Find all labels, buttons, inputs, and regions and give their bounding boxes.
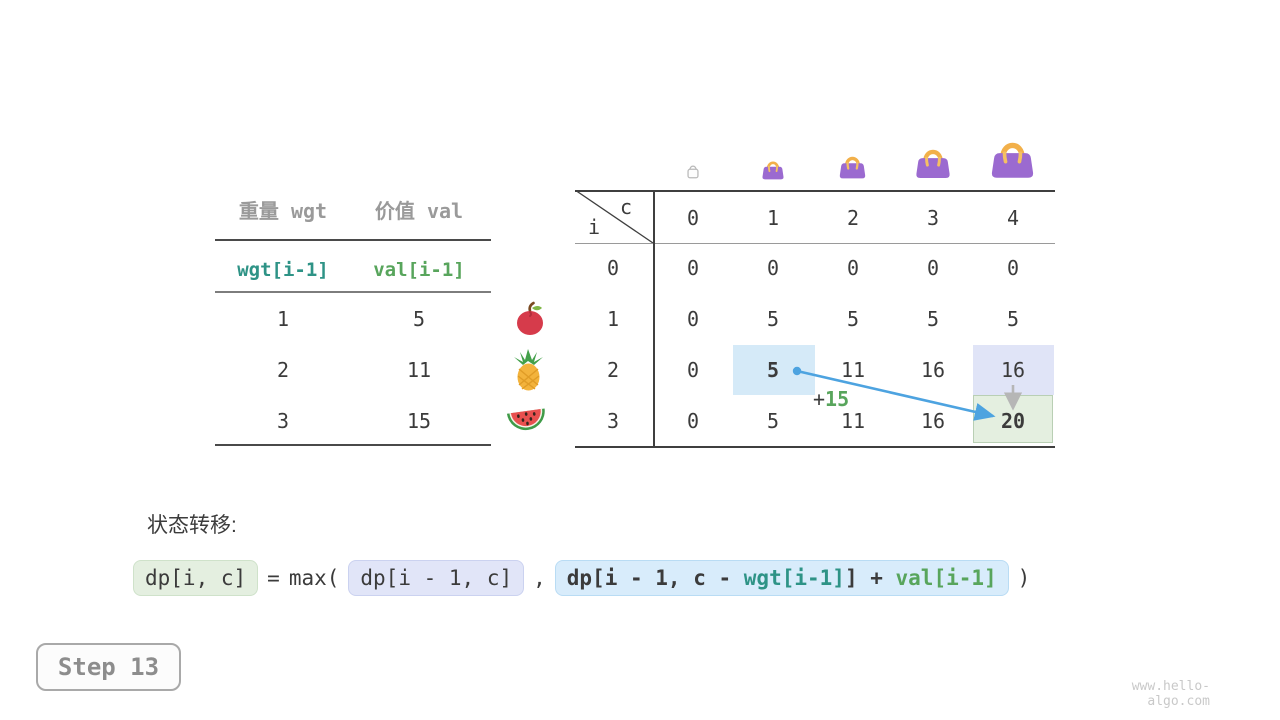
formula-arg2-dp: dp[i - 1, c - <box>566 566 744 590</box>
dp-cell-source: 5 <box>766 358 780 382</box>
items-table-rule-top <box>215 239 491 241</box>
dp-row-header: 1 <box>606 307 620 331</box>
dp-cell: 0 <box>926 256 940 280</box>
apple-icon <box>512 301 548 337</box>
dp-col-variable: c <box>620 195 633 219</box>
dp-col-header: 3 <box>926 206 940 230</box>
dp-row-header: 2 <box>606 358 620 382</box>
item-weight: 1 <box>276 307 290 331</box>
formula-arg2-val: val[i-1] <box>895 566 997 590</box>
dp-cell: 0 <box>686 409 700 433</box>
bag-icon-empty <box>684 162 702 181</box>
items-table-val-formula: val[i-1] <box>373 259 465 281</box>
dp-row-variable: i <box>588 215 601 239</box>
item-value: 5 <box>412 307 426 331</box>
dp-col-header: 4 <box>1006 206 1020 230</box>
bag-icon-4 <box>989 137 1036 180</box>
items-table-wgt-formula: wgt[i-1] <box>237 259 329 281</box>
dp-cell: 5 <box>1006 307 1020 331</box>
dp-row-header: 3 <box>606 409 620 433</box>
formula-arg1: dp[i - 1, c] <box>348 560 525 596</box>
state-transition-label: 状态转移: <box>147 514 237 537</box>
items-table-header-value: 价值 val <box>374 199 464 223</box>
dp-table-rule-header <box>575 243 1055 245</box>
dp-cell: 11 <box>840 409 866 433</box>
watermark: www.hello-algo.com <box>1131 679 1210 709</box>
formula-close-paren: ) <box>1017 566 1031 590</box>
added-value: 15 <box>825 387 850 411</box>
dp-cell: 11 <box>840 358 866 382</box>
dp-table-rule-top <box>575 190 1055 192</box>
bag-icon-1 <box>761 158 785 181</box>
transition-annotation: +15 <box>813 387 849 411</box>
items-table-rule-mid <box>215 291 491 293</box>
dp-cell: 16 <box>920 409 946 433</box>
formula-comma: , <box>533 566 546 590</box>
step-badge: Step 13 <box>36 643 181 691</box>
dp-cell: 16 <box>920 358 946 382</box>
dp-cell: 5 <box>766 307 780 331</box>
watermelon-icon <box>505 404 549 436</box>
dp-cell: 0 <box>766 256 780 280</box>
item-value: 11 <box>406 358 432 382</box>
dp-table-rule-bottom <box>575 446 1055 448</box>
dp-col-header: 2 <box>846 206 860 230</box>
formula-equals: = <box>267 566 280 590</box>
formula-max-open: max( <box>288 566 340 590</box>
dp-cell: 0 <box>686 307 700 331</box>
items-table-header-weight: 重量 wgt <box>238 199 328 223</box>
item-value: 15 <box>406 409 432 433</box>
bag-icon-2 <box>838 153 867 180</box>
plus-sign: + <box>813 387 826 411</box>
dp-cell: 0 <box>686 256 700 280</box>
pineapple-icon <box>511 348 546 392</box>
state-transition-formula: dp[i, c] = max( dp[i - 1, c] , dp[i - 1,… <box>133 560 1030 596</box>
formula-arg2-plus: ] + <box>844 566 896 590</box>
dp-cell: 5 <box>846 307 860 331</box>
dp-cell: 0 <box>1006 256 1020 280</box>
formula-arg2-wgt: wgt[i-1] <box>743 566 845 590</box>
dp-col-header: 1 <box>766 206 780 230</box>
dp-cell: 5 <box>766 409 780 433</box>
dp-table-corner-diagonal <box>575 190 653 243</box>
dp-cell: 5 <box>926 307 940 331</box>
formula-arg2: dp[i - 1, c - wgt[i-1]] + val[i-1] <box>554 560 1009 596</box>
items-table-rule-bottom <box>215 444 491 446</box>
formula-lhs: dp[i, c] <box>133 560 259 596</box>
dp-row-header: 0 <box>606 256 620 280</box>
dp-cell-target: 20 <box>1000 409 1026 433</box>
dp-col-header: 0 <box>686 206 700 230</box>
item-weight: 3 <box>276 409 290 433</box>
dp-cell: 0 <box>686 358 700 382</box>
dp-table-rule-vertical <box>653 190 655 447</box>
bag-icon-3 <box>914 145 952 180</box>
dp-cell-compare: 16 <box>1000 358 1026 382</box>
item-weight: 2 <box>276 358 290 382</box>
dp-cell: 0 <box>846 256 860 280</box>
